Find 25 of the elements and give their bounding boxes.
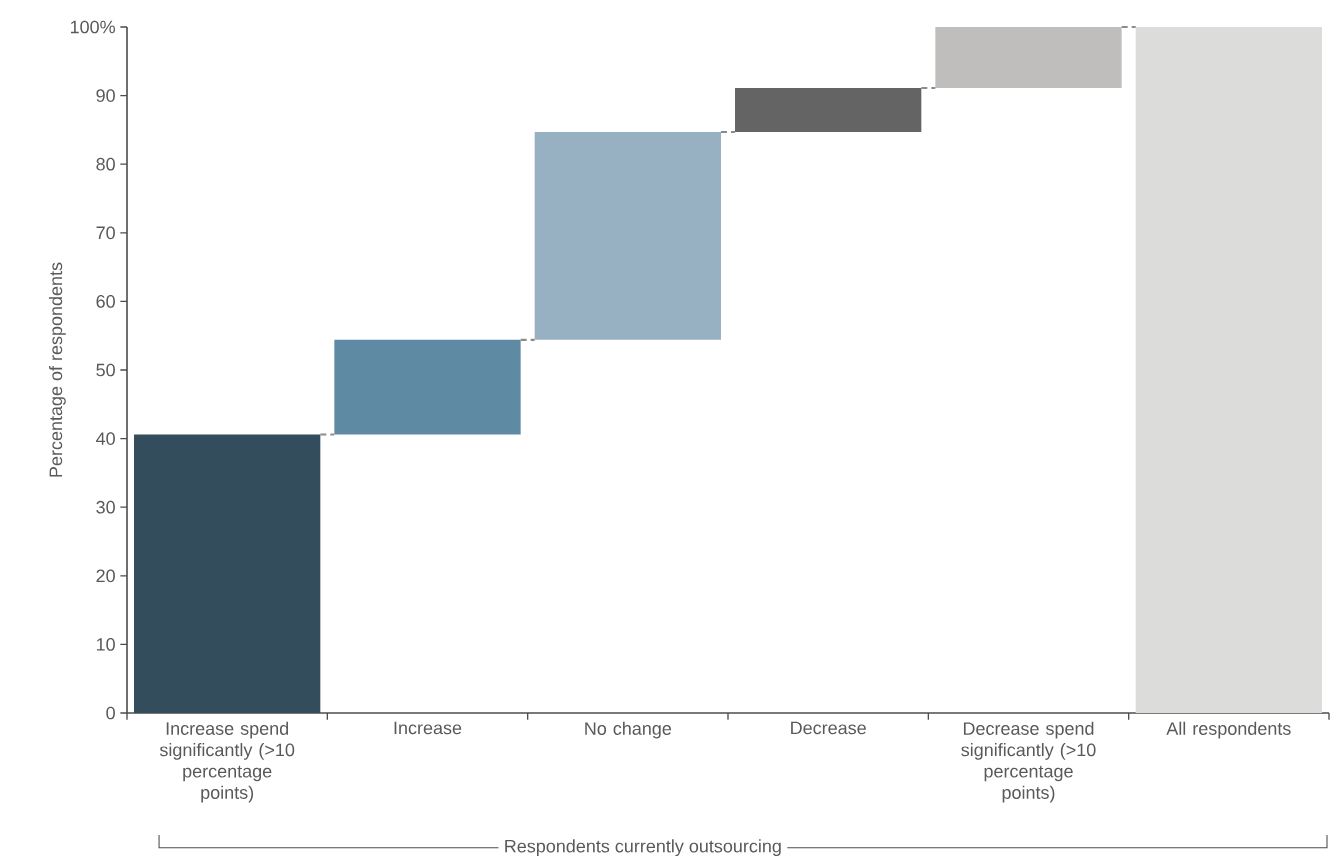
x-tick-label: Increase xyxy=(394,721,462,735)
y-tick-label: 80 xyxy=(96,157,115,171)
y-tick-label: 50 xyxy=(96,363,115,377)
x-tick-label: No change xyxy=(585,721,672,739)
x-tick-label: Increase spend significantly (>10 percentage points) xyxy=(159,721,295,803)
text: Respondents currently outsourcing xyxy=(505,839,781,857)
bar xyxy=(735,88,922,132)
y-tick-label: 0 xyxy=(106,706,115,720)
y-tick-label: 60 xyxy=(96,295,115,308)
y-tick-label: 20 xyxy=(96,569,115,583)
y-tick-label: 30 xyxy=(96,500,115,514)
y-tick-label: 100% xyxy=(70,20,115,34)
bar xyxy=(134,434,321,713)
bar xyxy=(1135,27,1322,713)
x-tick-label: Decrease xyxy=(791,721,866,735)
x-tick-label: All respondents xyxy=(1166,721,1291,739)
y-tick-label: 90 xyxy=(96,89,115,102)
bar xyxy=(534,131,721,340)
y-axis-title: Percentage of respondents xyxy=(48,262,66,477)
bar xyxy=(334,339,521,435)
bar xyxy=(935,27,1122,89)
x-tick-label: Decrease spend significantly (>10 percentage points) xyxy=(961,721,1096,803)
y-tick-label: 10 xyxy=(96,638,115,651)
y-tick-label: 40 xyxy=(96,432,115,445)
y-tick-label: 70 xyxy=(96,226,115,240)
